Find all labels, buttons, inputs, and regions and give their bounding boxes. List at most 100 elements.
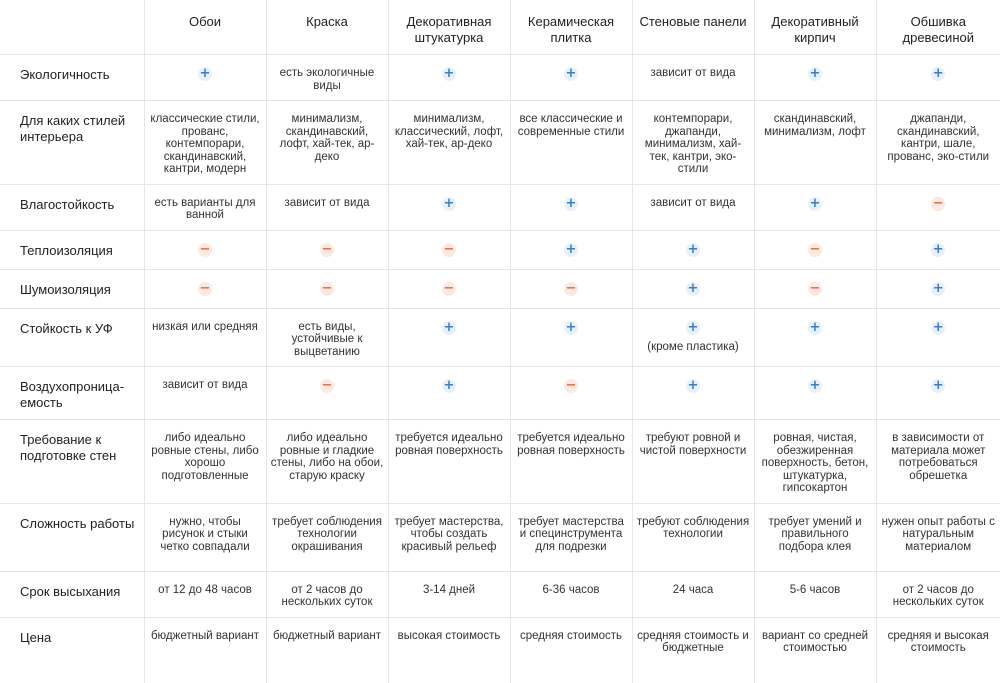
plus-icon: + — [808, 379, 822, 393]
row-label: Влагостойкость — [0, 184, 144, 230]
table-cell: зависит от вида — [632, 184, 754, 230]
table-cell: + — [876, 55, 1000, 101]
row-label: Шумоизоляция — [0, 269, 144, 308]
minus-icon: − — [808, 282, 822, 296]
table-cell: − — [266, 230, 388, 269]
table-cell: 24 часа — [632, 571, 754, 617]
row-label: Требование к подготовке стен — [0, 420, 144, 504]
table-cell: + — [632, 230, 754, 269]
row-label: Сложность работы — [0, 503, 144, 571]
column-header: Декоративная штукатурка — [388, 0, 510, 55]
table-cell: − — [388, 230, 510, 269]
row-label: Для каких стилей интерьера — [0, 101, 144, 185]
column-header: Краска — [266, 0, 388, 55]
table-cell: либо идеально ровные и гладкие стены, ли… — [266, 420, 388, 504]
column-header: Стеновые панели — [632, 0, 754, 55]
table-cell: все классические и современные стили — [510, 101, 632, 185]
table-cell: + — [510, 55, 632, 101]
table-cell: 6-36 часов — [510, 571, 632, 617]
cell-text: высокая стоимость — [398, 630, 501, 642]
table-cell: + — [754, 367, 876, 420]
column-header: Обшивка древесиной — [876, 0, 1000, 55]
table-cell: 3-14 дней — [388, 571, 510, 617]
cell-text: либо идеально ровные стены, либо хорошо … — [151, 432, 259, 482]
table-cell: низкая или средняя — [144, 308, 266, 367]
minus-icon: − — [198, 243, 212, 257]
table-cell: от 2 часов до нескольких суток — [876, 571, 1000, 617]
column-header: Декоративный кирпич — [754, 0, 876, 55]
table-cell: зависит от вида — [266, 184, 388, 230]
table-cell: средняя и высокая стоимость — [876, 617, 1000, 683]
table-cell: скандинавский, минимализм, лофт — [754, 101, 876, 185]
cell-text: все классические и современные стили — [518, 113, 625, 138]
cell-text: зависит от вида — [650, 67, 735, 79]
table-cell: бюджетный вариант — [144, 617, 266, 683]
table-cell: + — [510, 230, 632, 269]
table-cell: 5-6 часов — [754, 571, 876, 617]
table-row: Теплоизоляция−−−++−+ — [0, 230, 1000, 269]
row-label: Экологичность — [0, 55, 144, 101]
plus-icon: + — [931, 67, 945, 81]
table-cell: бюджетный вариант — [266, 617, 388, 683]
plus-icon: + — [686, 282, 700, 296]
cell-text: 3-14 дней — [423, 584, 475, 596]
minus-icon: − — [320, 243, 334, 257]
table-cell: − — [876, 184, 1000, 230]
cell-text: зависит от вида — [284, 197, 369, 209]
minus-icon: − — [320, 379, 334, 393]
plus-icon: + — [686, 379, 700, 393]
table-cell: + — [632, 367, 754, 420]
column-header: Керамическая плитка — [510, 0, 632, 55]
plus-icon: + — [686, 321, 700, 335]
cell-text: требуется идеально ровная поверхность — [395, 432, 503, 457]
table-cell: + — [632, 269, 754, 308]
plus-icon: + — [808, 67, 822, 81]
plus-icon: + — [808, 321, 822, 335]
cell-text: либо идеально ровные и гладкие стены, ли… — [271, 432, 384, 482]
table-cell: нужен опыт работы с натуральным материал… — [876, 503, 1000, 571]
table-cell: средняя стоимость — [510, 617, 632, 683]
table-cell: минимализм, скандинавский, лофт, хай-тек… — [266, 101, 388, 185]
table-cell: + — [388, 184, 510, 230]
table-cell: +(кроме пластика) — [632, 308, 754, 367]
row-label: Теплоизоляция — [0, 230, 144, 269]
cell-text: требует соблюдения технологии окрашивани… — [272, 516, 382, 553]
table-cell: требует мастерства, чтобы создать красив… — [388, 503, 510, 571]
plus-icon: + — [442, 67, 456, 81]
table-cell: от 12 до 48 часов — [144, 571, 266, 617]
cell-text: низкая или средняя — [152, 321, 258, 333]
table-cell: вариант со средней стоимостью — [754, 617, 876, 683]
table-cell: либо идеально ровные стены, либо хорошо … — [144, 420, 266, 504]
column-header: Обои — [144, 0, 266, 55]
plus-icon: + — [442, 321, 456, 335]
cell-text: ровная, чистая, обезжиренная поверхность… — [762, 432, 869, 494]
cell-text: средняя стоимость и бюджетные — [637, 630, 749, 655]
table-cell: минимализм, классический, лофт, хай-тек,… — [388, 101, 510, 185]
table-cell: − — [266, 269, 388, 308]
table-cell: нужно, чтобы рисунок и стыки четко совпа… — [144, 503, 266, 571]
table-cell: ровная, чистая, обезжиренная поверхность… — [754, 420, 876, 504]
table-cell: + — [754, 55, 876, 101]
table-cell: требуют ровной и чистой поверхности — [632, 420, 754, 504]
table-cell: требуют соблюдения технологии — [632, 503, 754, 571]
cell-text: от 12 до 48 часов — [158, 584, 252, 596]
table-cell: есть экологичные виды — [266, 55, 388, 101]
table-row: Экологичность + есть экологичные виды + + зав… — [0, 55, 1000, 101]
cell-text: от 2 часов до нескольких суток — [282, 584, 373, 609]
minus-icon: − — [320, 282, 334, 296]
table-cell: зависит от вида — [144, 367, 266, 420]
table-cell: + — [876, 367, 1000, 420]
cell-text: контемпорари, джапанди, минимализм, хай-… — [645, 113, 741, 175]
cell-text: классические стили, прованс, контемпорар… — [150, 113, 259, 175]
plus-icon: + — [931, 282, 945, 296]
table-cell: есть варианты для ванной — [144, 184, 266, 230]
cell-text: есть виды, устойчивые к выцветанию — [292, 321, 363, 358]
header-row: Обои Краска Декоративная штукатурка Кера… — [0, 0, 1000, 55]
